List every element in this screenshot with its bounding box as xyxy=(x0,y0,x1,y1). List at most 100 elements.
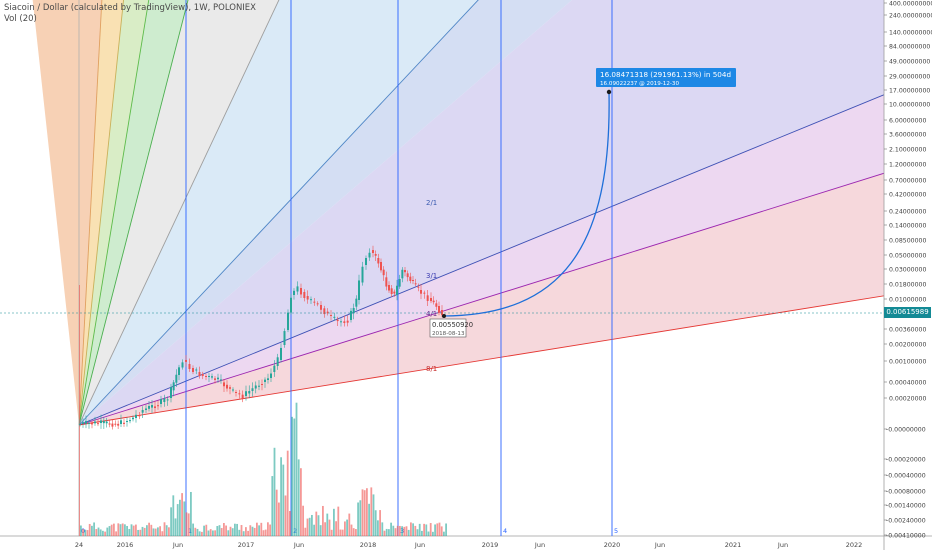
price-tick-label: 0.05000000 xyxy=(889,252,926,259)
volume-bar xyxy=(326,513,329,536)
candle-body xyxy=(372,250,374,254)
volume-bar xyxy=(93,522,95,536)
volume-bar xyxy=(249,525,252,536)
price-tick-label: 0.00360000 xyxy=(889,326,926,333)
volume-bar xyxy=(84,529,87,536)
price-tick-label: 240.00000000 xyxy=(889,12,932,19)
volume-bar xyxy=(440,526,443,536)
volume-bar xyxy=(414,525,417,536)
volume-bar xyxy=(82,529,84,536)
volume-bar xyxy=(443,531,445,536)
gann-fan: 2/1 3/1 4/1 8/1 xyxy=(32,0,884,426)
price-axis[interactable]: 400.00000000 240.00000000 140.00000000 84.0… xyxy=(884,0,932,539)
volume-bar xyxy=(262,530,265,536)
candle-body xyxy=(287,312,289,330)
low-marker-price: 0.00550920 xyxy=(432,321,473,329)
candle-body xyxy=(223,382,225,387)
candle-body xyxy=(380,262,382,271)
time-axis[interactable]: 24 2016 Jun 2017 Jun 2018 Jun 2019 Jun 2020 Jun 202… xyxy=(75,541,862,549)
volume-bar xyxy=(438,522,441,536)
time-tick-label: 2022 xyxy=(846,541,863,549)
time-tick-label: Jun xyxy=(293,541,304,549)
volume-bar xyxy=(154,528,157,536)
volume-bar xyxy=(161,531,164,536)
candle-body xyxy=(97,423,99,425)
fan-ray xyxy=(78,172,884,426)
volume-bar xyxy=(337,506,340,536)
candle-body xyxy=(273,365,276,372)
price-tick-label: 0.03000000 xyxy=(889,266,926,273)
volume-bar xyxy=(267,522,269,536)
volume-bar xyxy=(388,529,390,536)
candle-body xyxy=(166,399,169,401)
volume-bar xyxy=(366,488,368,536)
candle-body xyxy=(323,308,326,315)
time-tick-label: 2017 xyxy=(238,541,255,549)
volume-bar xyxy=(247,530,249,536)
volume-bar xyxy=(344,521,346,536)
volume-bar xyxy=(291,416,293,536)
volume-bar xyxy=(223,523,225,536)
time-tick-label: Jun xyxy=(654,541,665,549)
volume-bar xyxy=(227,530,230,536)
volume-bar xyxy=(159,526,161,536)
volume-bar xyxy=(148,522,150,536)
candle-body xyxy=(208,375,210,377)
volume-bar xyxy=(229,526,232,536)
candle-body xyxy=(303,292,306,298)
fan-ray xyxy=(78,295,884,426)
fan-label: 3/1 xyxy=(426,272,437,280)
candle-body xyxy=(320,305,322,310)
volume-bar xyxy=(135,524,137,536)
volume-bar xyxy=(183,501,186,536)
volume-bar xyxy=(322,505,324,536)
volume-bar xyxy=(295,402,298,536)
candle-body xyxy=(232,389,234,391)
price-tick-label: 3.60000000 xyxy=(889,131,926,138)
price-tick-label: 0.14000000 xyxy=(889,222,926,229)
time-tick-label: 2019 xyxy=(482,541,499,549)
candle-body xyxy=(198,372,201,376)
candle-body xyxy=(79,423,81,425)
candle-body xyxy=(352,308,355,314)
candle-body xyxy=(333,316,336,318)
volume-bar xyxy=(194,527,197,536)
time-tick-label: 24 xyxy=(75,541,83,549)
candle-body xyxy=(398,279,401,287)
volume-bar xyxy=(179,499,181,536)
candle-body xyxy=(105,421,108,424)
candle-body xyxy=(120,420,122,424)
volume-bar xyxy=(115,531,117,536)
candle-body xyxy=(336,319,339,322)
candle-body xyxy=(396,285,398,295)
volume-bar xyxy=(234,523,236,536)
volume-bar xyxy=(253,527,256,536)
candle-body xyxy=(188,364,191,369)
chart-header: Siacoin / Dollar (calculated by TradingV… xyxy=(4,3,256,25)
candle-body xyxy=(385,277,388,287)
volume-bar xyxy=(416,529,419,536)
volume-bar xyxy=(141,526,144,536)
price-tick-label: 0.08500000 xyxy=(889,237,926,244)
overlays: 16.08471318 (291961.13%) in 504d 16.09022… xyxy=(0,68,884,338)
candle-body xyxy=(229,387,231,389)
candle-body xyxy=(132,417,134,420)
volume-bar xyxy=(256,522,258,536)
volume-bar xyxy=(80,525,82,536)
volume-bar xyxy=(357,502,359,536)
volume-bar xyxy=(258,525,260,536)
candle-body xyxy=(151,405,153,408)
volume-bar xyxy=(97,527,100,536)
volume-bar xyxy=(117,523,120,536)
price-tick-label: 84.00000000 xyxy=(889,43,930,50)
volume-bar xyxy=(319,525,322,536)
candle-body xyxy=(94,421,96,424)
volume-bar xyxy=(110,524,113,536)
time-tick-label: 2020 xyxy=(604,541,621,549)
price-tick-label: 0.42000000 xyxy=(889,191,926,198)
volume-tick-label: -0.00140000 xyxy=(886,502,926,509)
candle-body xyxy=(148,406,150,409)
